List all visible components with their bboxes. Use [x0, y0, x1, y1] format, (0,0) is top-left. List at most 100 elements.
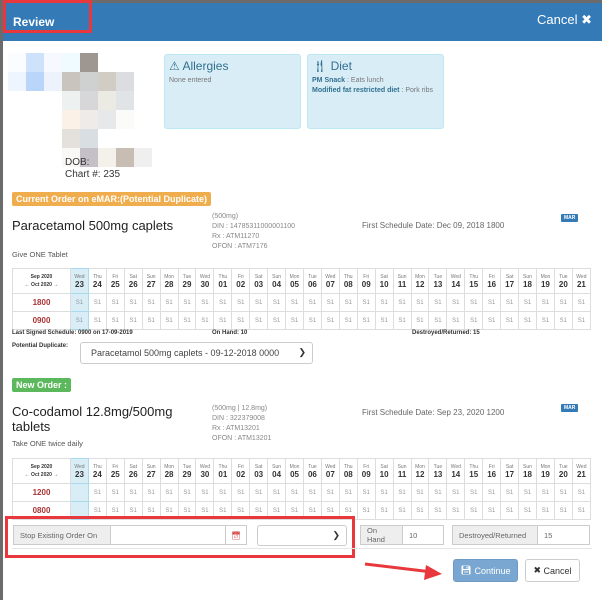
schedule-cell[interactable]: S1	[195, 501, 215, 520]
schedule-cell[interactable]: S1	[285, 293, 304, 312]
schedule-cell[interactable]: S1	[571, 293, 592, 312]
schedule-cell[interactable]: S1	[70, 311, 89, 330]
schedule-cell[interactable]: S1	[302, 311, 322, 330]
schedule-cell[interactable]: S1	[231, 293, 251, 312]
schedule-cell[interactable]: S1	[123, 483, 143, 502]
stop-date-input[interactable]	[110, 525, 226, 545]
schedule-cell[interactable]: S1	[338, 483, 358, 502]
schedule-cell[interactable]: S1	[249, 311, 269, 330]
schedule-cell[interactable]: S1	[70, 293, 89, 312]
schedule-cell[interactable]: S1	[267, 311, 287, 330]
schedule-cell[interactable]: S1	[356, 483, 376, 502]
schedule-cell[interactable]: S1	[518, 311, 537, 330]
schedule-cell[interactable]: S1	[410, 501, 430, 520]
schedule-cell[interactable]	[70, 501, 89, 520]
schedule-cell[interactable]: S1	[571, 311, 592, 330]
schedule-cell[interactable]: S1	[446, 311, 466, 330]
schedule-cell[interactable]: S1	[392, 311, 412, 330]
schedule-cell[interactable]: S1	[338, 311, 358, 330]
schedule-cell[interactable]: S1	[428, 483, 448, 502]
schedule-cell[interactable]: S1	[213, 311, 233, 330]
schedule-cell[interactable]: S1	[249, 293, 269, 312]
schedule-cell[interactable]: S1	[141, 501, 161, 520]
schedule-cell[interactable]: S1	[285, 483, 304, 502]
schedule-cell[interactable]: S1	[356, 501, 376, 520]
current-mar-button[interactable]: MAR	[561, 214, 579, 222]
schedule-cell[interactable]: S1	[571, 483, 592, 502]
schedule-cell[interactable]: S1	[518, 293, 537, 312]
schedule-cell[interactable]: S1	[141, 483, 161, 502]
schedule-cell[interactable]: S1	[482, 293, 502, 312]
schedule-cell[interactable]: S1	[249, 483, 269, 502]
schedule-cell[interactable]: S1	[535, 483, 555, 502]
schedule-cell[interactable]: S1	[482, 501, 502, 520]
schedule-cell[interactable]: S1	[195, 483, 215, 502]
schedule-cell[interactable]: S1	[320, 501, 340, 520]
schedule-cell[interactable]: S1	[267, 293, 287, 312]
schedule-cell[interactable]: S1	[392, 501, 412, 520]
schedule-cell[interactable]: S1	[105, 293, 125, 312]
on-hand-input[interactable]	[402, 525, 444, 545]
month-nav[interactable]: Sep 2020 ← Oct 2020 →	[12, 268, 71, 294]
schedule-cell[interactable]: S1	[105, 311, 125, 330]
potential-duplicate-select[interactable]: Paracetamol 500mg caplets - 09-12-2018 0…	[80, 342, 313, 364]
schedule-cell[interactable]: S1	[141, 293, 161, 312]
schedule-cell[interactable]: S1	[320, 293, 340, 312]
schedule-cell[interactable]: S1	[428, 501, 448, 520]
schedule-cell[interactable]: S1	[374, 293, 394, 312]
schedule-cell[interactable]: S1	[87, 501, 107, 520]
schedule-cell[interactable]: S1	[410, 483, 430, 502]
month-nav[interactable]: Sep 2020 ← Oct 2020 →	[12, 458, 71, 484]
schedule-cell[interactable]: S1	[374, 483, 394, 502]
schedule-cell[interactable]: S1	[464, 311, 484, 330]
schedule-cell[interactable]: S1	[231, 311, 251, 330]
schedule-cell[interactable]: S1	[177, 501, 197, 520]
schedule-cell[interactable]: S1	[105, 501, 125, 520]
destroyed-input[interactable]	[537, 525, 590, 545]
schedule-cell[interactable]: S1	[500, 483, 520, 502]
schedule-cell[interactable]: S1	[213, 293, 233, 312]
schedule-cell[interactable]: S1	[213, 501, 233, 520]
schedule-cell[interactable]: S1	[105, 483, 125, 502]
schedule-cell[interactable]: S1	[320, 311, 340, 330]
schedule-cell[interactable]: S1	[302, 501, 322, 520]
schedule-cell[interactable]: S1	[159, 483, 179, 502]
schedule-cell[interactable]: S1	[159, 501, 179, 520]
schedule-cell[interactable]: S1	[500, 311, 520, 330]
header-cancel-button[interactable]: Cancel ✖	[537, 12, 592, 28]
schedule-cell[interactable]: S1	[159, 311, 179, 330]
schedule-cell[interactable]: S1	[302, 293, 322, 312]
schedule-cell[interactable]: S1	[410, 311, 430, 330]
schedule-cell[interactable]: S1	[392, 483, 412, 502]
schedule-cell[interactable]: S1	[553, 293, 573, 312]
schedule-cell[interactable]: S1	[356, 293, 376, 312]
schedule-cell[interactable]: S1	[482, 311, 502, 330]
schedule-cell[interactable]: S1	[446, 483, 466, 502]
schedule-cell[interactable]: S1	[213, 483, 233, 502]
schedule-cell[interactable]: S1	[553, 311, 573, 330]
schedule-cell[interactable]: S1	[195, 293, 215, 312]
schedule-cell[interactable]: S1	[195, 311, 215, 330]
schedule-cell[interactable]: S1	[338, 501, 358, 520]
schedule-cell[interactable]	[70, 483, 89, 502]
schedule-cell[interactable]: S1	[123, 311, 143, 330]
schedule-cell[interactable]: S1	[518, 483, 537, 502]
schedule-cell[interactable]: S1	[177, 483, 197, 502]
schedule-cell[interactable]: S1	[267, 483, 287, 502]
schedule-cell[interactable]: S1	[87, 311, 107, 330]
schedule-cell[interactable]: S1	[428, 293, 448, 312]
schedule-cell[interactable]: S1	[320, 483, 340, 502]
schedule-cell[interactable]: S1	[123, 293, 143, 312]
schedule-cell[interactable]: S1	[159, 293, 179, 312]
schedule-cell[interactable]: S1	[123, 501, 143, 520]
schedule-cell[interactable]: S1	[392, 293, 412, 312]
schedule-cell[interactable]: S1	[410, 293, 430, 312]
schedule-cell[interactable]: S1	[464, 501, 484, 520]
schedule-cell[interactable]: S1	[571, 501, 592, 520]
schedule-cell[interactable]: S1	[374, 311, 394, 330]
schedule-cell[interactable]: S1	[87, 483, 107, 502]
schedule-cell[interactable]: S1	[338, 293, 358, 312]
schedule-cell[interactable]: S1	[464, 483, 484, 502]
continue-button[interactable]: 💾︎ Continue	[453, 559, 518, 582]
schedule-cell[interactable]: S1	[500, 293, 520, 312]
